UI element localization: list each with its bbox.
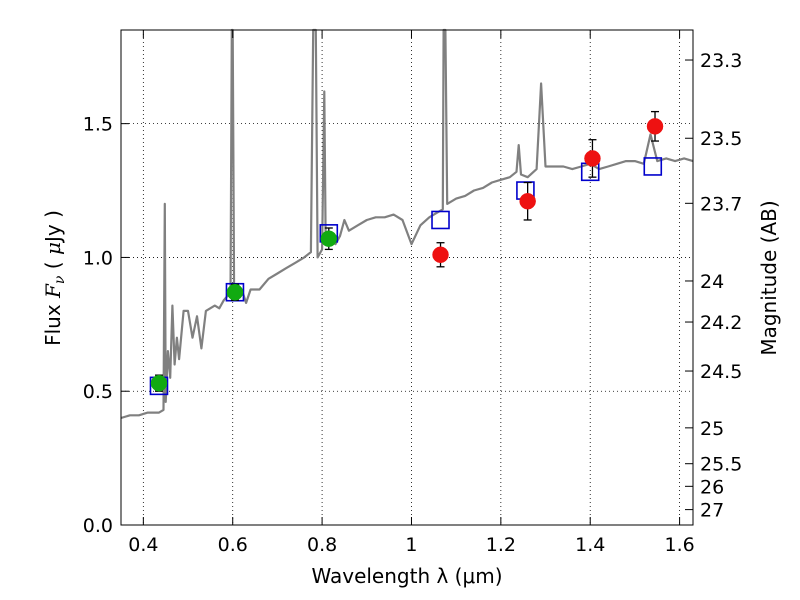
x-tick-label: 0.4 xyxy=(128,534,158,556)
model-photometry-square xyxy=(431,210,450,230)
observed-green-point xyxy=(226,283,244,301)
x-tick-label: 1.6 xyxy=(664,534,694,556)
x-tick-label: 1.4 xyxy=(575,534,605,556)
observed-red-point xyxy=(584,150,601,167)
y-tick-label: 1.5 xyxy=(83,114,113,136)
mag-tick-label: 23.5 xyxy=(700,128,742,150)
ticks-layer: 0.4 0.6 0.8 1 1.2 1.4 1.6 0.0 0.5 1.0 1.5 23.3 23.5 2… xyxy=(83,30,742,556)
x-axis-label: Wavelength λ (μm) xyxy=(311,564,502,588)
x-tick-label: 1 xyxy=(405,534,417,556)
y-tick-label: 0.5 xyxy=(83,381,113,403)
grid-lines xyxy=(121,30,693,526)
mag-tick-label: 23.7 xyxy=(700,193,742,215)
observed-red-point xyxy=(432,246,449,264)
mag-tick-label: 23.3 xyxy=(700,50,742,72)
y-tick-label: 1.0 xyxy=(83,247,113,269)
observed-red-point xyxy=(519,192,536,210)
mag-tick-label: 24.2 xyxy=(700,312,742,334)
mag-tick-label: 26 xyxy=(700,476,724,498)
x-tick-label: 1.2 xyxy=(486,534,516,556)
y-tick-label: 0.0 xyxy=(83,515,113,537)
mag-tick-label: 25 xyxy=(700,418,724,440)
observed-points-layer xyxy=(150,110,664,392)
mag-tick-label: 25.5 xyxy=(700,454,742,476)
x-tick-label: 0.6 xyxy=(218,534,248,556)
observed-green-point xyxy=(150,374,168,392)
mag-tick-label: 27 xyxy=(700,500,724,522)
x-tick-label: 0.8 xyxy=(307,534,337,556)
y-axis-label: Flux Fν ( μJy ) xyxy=(41,210,68,346)
mag-tick-label: 24 xyxy=(700,271,724,293)
observed-green-point xyxy=(320,230,338,247)
y2-axis-label: Magnitude (AB) xyxy=(757,200,781,355)
spectrum-layer xyxy=(120,28,694,420)
model-photometry-layer xyxy=(149,157,663,396)
plot-frame xyxy=(120,29,694,526)
model-photometry-square xyxy=(643,157,663,176)
mag-tick-label: 24.5 xyxy=(700,361,742,383)
observed-red-point xyxy=(646,118,664,135)
spectrum-line xyxy=(120,28,694,420)
